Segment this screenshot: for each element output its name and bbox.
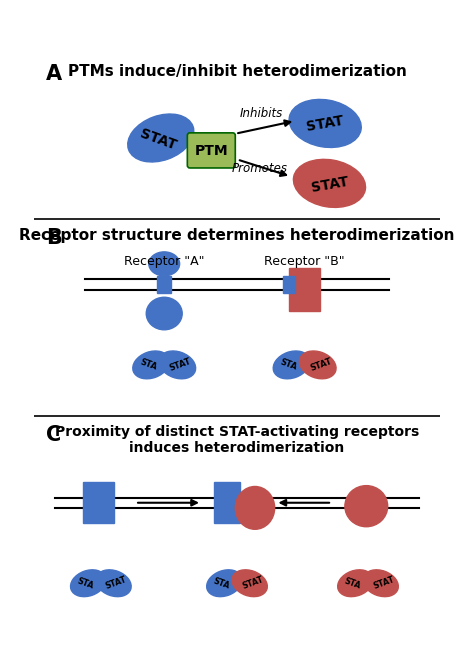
- Text: Promotes: Promotes: [231, 162, 287, 175]
- Ellipse shape: [300, 351, 336, 379]
- Ellipse shape: [293, 159, 365, 207]
- Bar: [83, 482, 114, 523]
- Ellipse shape: [289, 100, 361, 147]
- Ellipse shape: [232, 570, 267, 597]
- Text: Proximity of distinct STAT-activating receptors
induces heterodimerization: Proximity of distinct STAT-activating re…: [55, 425, 419, 455]
- Text: STAT: STAT: [104, 575, 128, 591]
- Text: STA: STA: [212, 576, 231, 590]
- Text: PTMs induce/inhibit heterodimerization: PTMs induce/inhibit heterodimerization: [68, 64, 406, 78]
- Ellipse shape: [146, 297, 182, 330]
- Text: STAT: STAT: [138, 126, 178, 153]
- Ellipse shape: [345, 486, 388, 527]
- Text: Receptor "B": Receptor "B": [264, 256, 345, 268]
- Text: Receptor structure determines heterodimerization: Receptor structure determines heterodime…: [19, 228, 455, 243]
- Text: STA: STA: [279, 358, 299, 372]
- Text: B: B: [46, 228, 62, 248]
- Bar: [157, 276, 171, 293]
- Text: STA: STA: [138, 358, 158, 372]
- Ellipse shape: [207, 570, 242, 597]
- Text: STAT: STAT: [372, 575, 395, 591]
- Ellipse shape: [337, 570, 373, 597]
- Ellipse shape: [133, 351, 170, 379]
- Text: STAT: STAT: [240, 575, 264, 591]
- Ellipse shape: [159, 351, 196, 379]
- Bar: [283, 276, 295, 293]
- Text: Inhibits: Inhibits: [239, 107, 283, 120]
- Ellipse shape: [96, 570, 131, 597]
- Text: STAT: STAT: [305, 113, 345, 134]
- Text: STA: STA: [343, 576, 362, 590]
- FancyBboxPatch shape: [187, 133, 235, 168]
- Text: PTM: PTM: [194, 144, 228, 158]
- Text: STAT: STAT: [310, 175, 349, 195]
- Text: C: C: [46, 425, 61, 445]
- Text: STAT: STAT: [168, 357, 192, 373]
- Ellipse shape: [363, 570, 398, 597]
- Bar: [214, 482, 239, 523]
- Text: STA: STA: [76, 576, 95, 590]
- Bar: [289, 268, 320, 311]
- Ellipse shape: [71, 570, 106, 597]
- Text: A: A: [46, 64, 62, 84]
- Ellipse shape: [273, 351, 310, 379]
- Text: STAT: STAT: [309, 357, 333, 373]
- Ellipse shape: [235, 486, 274, 529]
- Ellipse shape: [149, 252, 180, 276]
- Ellipse shape: [128, 114, 194, 162]
- Text: Receptor "A": Receptor "A": [124, 256, 204, 268]
